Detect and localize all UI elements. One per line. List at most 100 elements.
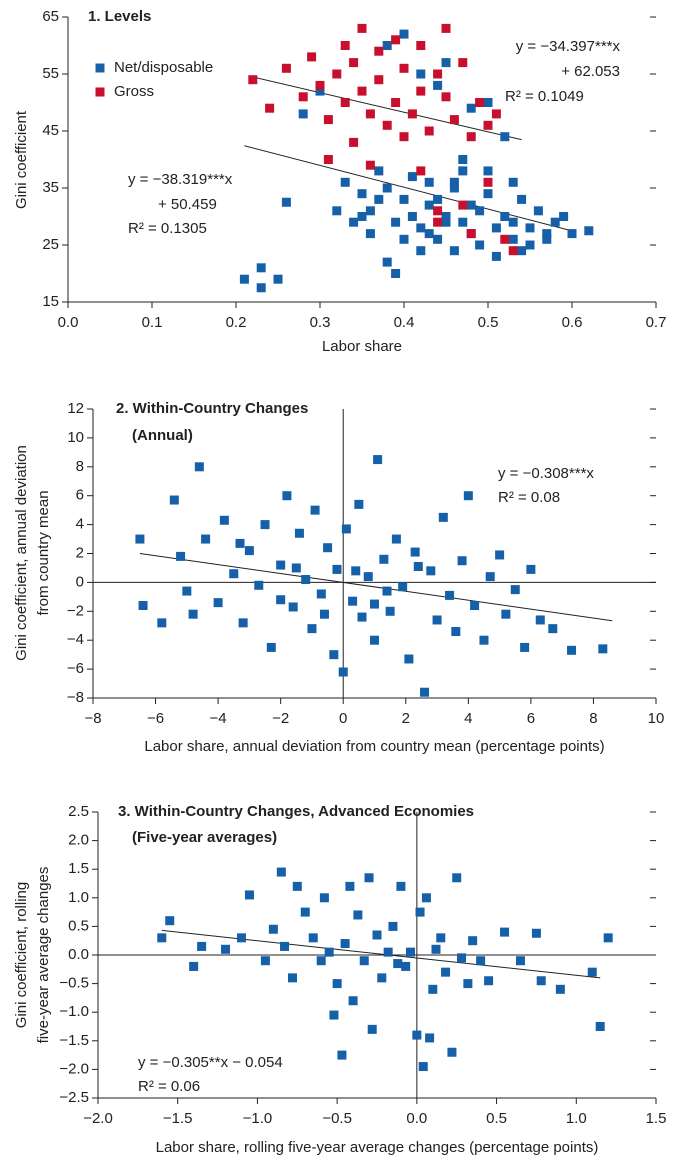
x-tick-label: 0.7 [646, 314, 667, 331]
point [194, 462, 204, 472]
y-axis-label: Gini coefficient [13, 110, 30, 209]
point [332, 69, 342, 79]
y-tick-label: 0.5 [68, 917, 89, 934]
point [458, 166, 468, 176]
point [373, 455, 383, 465]
x-tick-label: −8 [84, 710, 101, 727]
point [463, 979, 473, 989]
point [315, 86, 325, 96]
point [260, 520, 270, 530]
point [598, 644, 608, 654]
point [348, 596, 358, 606]
point [351, 566, 361, 576]
x-tick-label: 1.0 [566, 1110, 587, 1127]
y-tick-label: 4 [76, 516, 84, 533]
y-tick-label: 15 [42, 293, 59, 310]
point [391, 98, 401, 107]
y-tick-label: −4 [67, 631, 84, 648]
point [219, 515, 229, 525]
x-tick-label: −2 [272, 710, 289, 727]
x-tick-label: −6 [147, 710, 164, 727]
panel-title: 1. Levels [88, 8, 151, 25]
panel-subtitle: (Annual) [132, 427, 193, 444]
point [479, 635, 489, 645]
y-tick-label: 10 [67, 429, 84, 446]
y-tick-label: 8 [76, 458, 84, 475]
point [348, 996, 358, 1006]
point [236, 933, 246, 943]
y-tick-label: 0.0 [68, 946, 89, 963]
y-tick-label: −8 [67, 689, 84, 706]
point [316, 589, 326, 599]
point [399, 234, 409, 244]
y-axis-label: from country mean [35, 490, 52, 615]
x-tick-label: 1.5 [646, 1110, 667, 1127]
y-tick-label: 65 [42, 8, 59, 25]
point [418, 1062, 428, 1072]
y-tick-label: 6 [76, 487, 84, 504]
point [441, 967, 451, 977]
annotation: y = −0.308***x [498, 465, 594, 482]
point [254, 580, 264, 590]
annotation: + 50.459 [158, 196, 217, 213]
point [483, 177, 493, 187]
point [307, 624, 317, 634]
point [495, 550, 505, 560]
point [508, 246, 518, 256]
point [407, 172, 417, 182]
point [244, 890, 254, 900]
point [364, 873, 374, 883]
x-tick-label: 2 [402, 710, 410, 727]
x-tick-label: −0.5 [322, 1110, 352, 1127]
point [370, 599, 379, 609]
point [413, 562, 423, 572]
point [294, 528, 304, 538]
point [300, 907, 310, 917]
point [357, 212, 367, 221]
point [323, 543, 333, 553]
y-tick-label: 1.5 [68, 860, 89, 877]
point [273, 274, 283, 284]
point [357, 23, 367, 33]
point [189, 961, 199, 971]
point [370, 635, 379, 645]
point [221, 944, 231, 954]
point [332, 564, 342, 574]
point [424, 200, 434, 210]
point [416, 166, 426, 176]
point [213, 598, 223, 608]
point [349, 58, 359, 68]
y-tick-label: −0.5 [59, 975, 89, 992]
point [188, 609, 198, 619]
trend-line [161, 929, 601, 979]
point [466, 200, 476, 210]
point [441, 23, 451, 33]
point [426, 566, 436, 576]
point [412, 1030, 422, 1040]
point [428, 984, 438, 994]
point [323, 155, 333, 164]
x-tick-label: 0.1 [142, 314, 163, 331]
point [555, 984, 565, 994]
point [238, 618, 248, 628]
point [349, 217, 359, 227]
point [526, 564, 536, 574]
point [201, 534, 211, 544]
point [374, 166, 384, 176]
point [441, 92, 451, 102]
point [432, 615, 442, 625]
point [291, 563, 301, 573]
point [266, 642, 276, 652]
point [374, 75, 384, 85]
point [307, 52, 317, 62]
point [310, 505, 320, 515]
point [449, 183, 459, 193]
point [374, 46, 384, 56]
point [265, 103, 275, 113]
point [288, 973, 298, 983]
point [525, 223, 535, 233]
point [475, 206, 485, 216]
point [416, 69, 426, 79]
point [280, 941, 290, 951]
panel-title: 3. Within-Country Changes, Advanced Econ… [118, 803, 474, 820]
